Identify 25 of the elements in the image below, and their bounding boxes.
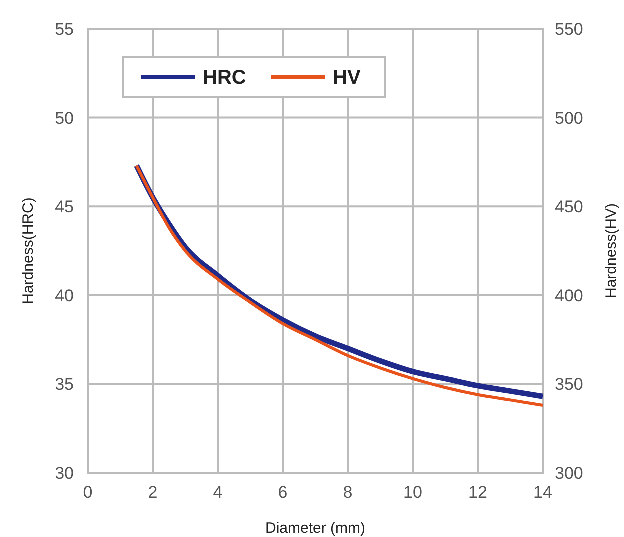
x-axis-title: Diameter (mm) <box>266 520 366 537</box>
y2-axis-title: Hardness(HV) <box>603 203 620 299</box>
y-tick-label: 30 <box>55 464 74 483</box>
legend-label: HRC <box>203 67 246 89</box>
x-tick-label: 4 <box>213 483 223 502</box>
y-axis-title: Hardness(HRC) <box>20 198 37 304</box>
y-tick-label: 45 <box>55 198 74 217</box>
y2-tick-label: 550 <box>555 20 584 39</box>
legend-label: HV <box>333 67 362 89</box>
y2-tick-label: 300 <box>555 464 584 483</box>
x-tick-label: 6 <box>278 483 288 502</box>
y-tick-label: 50 <box>55 108 74 128</box>
x-tick-label: 0 <box>83 483 93 502</box>
y2-tick-label: 350 <box>555 375 584 394</box>
x-tick-label: 8 <box>343 483 353 502</box>
y2-tick-label: 450 <box>555 198 584 217</box>
x-tick-label: 14 <box>534 483 552 502</box>
y2-tick-label: 400 <box>555 286 584 306</box>
x-tick-label: 10 <box>404 483 422 502</box>
x-tick-label: 12 <box>468 483 488 502</box>
y2-tick-label: 500 <box>555 108 584 128</box>
y-tick-label: 40 <box>55 286 74 306</box>
x-tick-label: 2 <box>148 483 158 502</box>
y-tick-label: 55 <box>55 20 74 39</box>
y-tick-label: 35 <box>55 375 74 394</box>
